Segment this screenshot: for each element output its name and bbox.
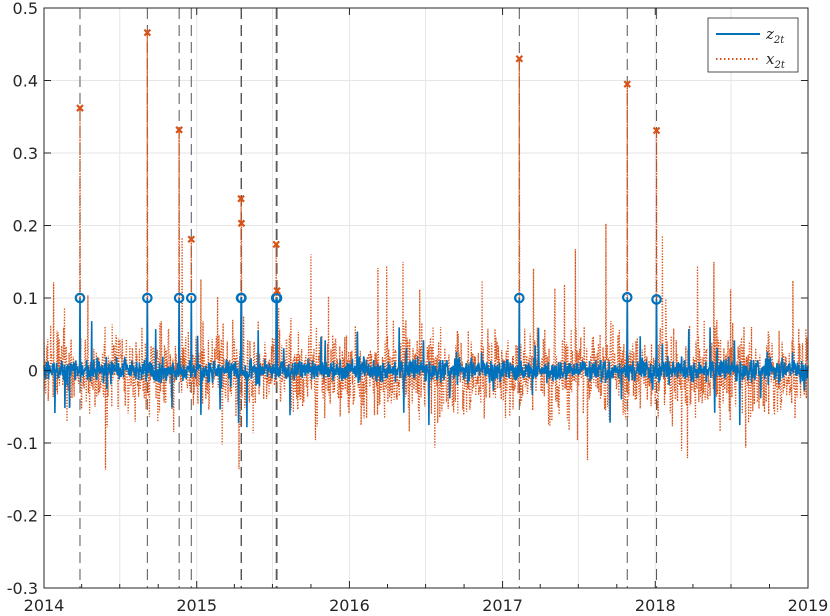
axis-ticks: -0.3 -0.2 -0.1 0 0.1 0.2 0.3 0.4 0.5 2014 2015 2016… [7,0,829,615]
legend-label-x2t: x2t [766,50,786,71]
event-marker-z2t [271,292,283,304]
event-marker-z2t [142,292,153,304]
y-tick-label: 0.3 [13,144,38,163]
legend-box [707,17,799,73]
y-tick-label: -0.1 [7,434,38,453]
event-marker-x2t [515,54,524,63]
event-marker-x2t [273,286,281,295]
y-tick-label: 0 [28,362,38,381]
event-marker-z2t [651,294,662,305]
y-tick-label: 0.5 [13,0,38,18]
series-z2t [43,297,809,428]
x-tick-label: 2014 [24,596,65,615]
event-marker-z2t [621,291,633,303]
event-marker-x2t [623,80,632,88]
event-marker-x2t [272,240,280,249]
x-tick-label: 2017 [482,596,523,615]
y-tick-label: 0.1 [13,289,38,308]
legend: z2t x2t [707,17,799,73]
event-marker-z2t [74,292,86,304]
x-tick-label: 2019 [788,596,829,615]
event-marker-x2t [76,104,84,112]
event-marker-z2t [185,292,197,304]
event-marker-x2t [175,126,183,134]
x-tick-label: 2015 [176,596,217,615]
y-tick-label: 0.2 [13,217,38,236]
event-marker-z2t [236,292,247,304]
event-markers [74,28,662,305]
y-tick-label: -0.3 [7,579,38,598]
event-marker-x2t [237,194,245,203]
y-tick-label: 0.4 [13,72,38,91]
series-line-z2t [43,297,809,428]
event-marker-z2t [173,292,185,304]
event-marker-x2t [143,28,152,37]
event-marker-z2t [514,292,525,304]
event-marker-x2t [652,126,661,135]
y-tick-label: -0.2 [7,507,38,526]
event-marker-x2t [187,235,196,244]
x-tick-label: 2018 [635,596,676,615]
x-tick-label: 2016 [329,596,370,615]
event-marker-x2t [237,219,246,228]
legend-label-z2t: z2t [765,25,785,46]
